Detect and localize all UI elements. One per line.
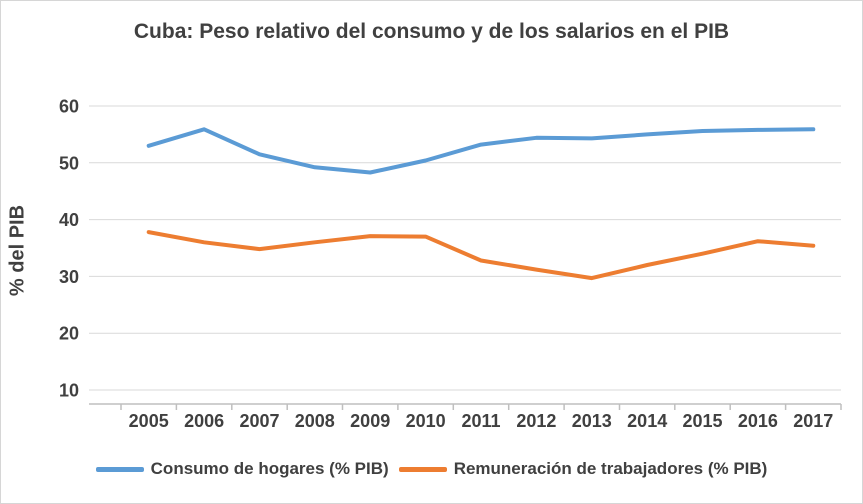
y-tick-label: 60 bbox=[59, 97, 79, 117]
chart-title: Cuba: Peso relativo del consumo y de los… bbox=[133, 20, 730, 43]
x-tick-label: 2014 bbox=[627, 411, 667, 431]
x-tick-label: 2011 bbox=[461, 411, 500, 431]
legend: Consumo de hogares (% PIB) Remuneración d… bbox=[1, 453, 862, 485]
y-tick-label: 20 bbox=[59, 324, 79, 344]
x-tick-label: 2005 bbox=[129, 411, 169, 431]
legend-label: Remuneración de trabajadores (% PIB) bbox=[453, 459, 768, 478]
y-tick-label: 10 bbox=[59, 381, 79, 401]
x-tick-label: 2010 bbox=[406, 411, 446, 431]
x-tick-label: 2009 bbox=[350, 411, 390, 431]
x-tick-label: 2008 bbox=[295, 411, 335, 431]
legend-line-swatch bbox=[95, 466, 144, 472]
y-tick-label: 50 bbox=[59, 153, 79, 173]
y-tick-label: 30 bbox=[59, 267, 79, 287]
legend-line-swatch bbox=[398, 466, 447, 472]
y-tick-label: 40 bbox=[59, 210, 79, 230]
x-tick-label: 2017 bbox=[793, 411, 833, 431]
x-tick-label: 2013 bbox=[572, 411, 612, 431]
x-tick-label: 2006 bbox=[184, 411, 224, 431]
x-tick-label: 2015 bbox=[682, 411, 722, 431]
series-line-remuneracion bbox=[146, 230, 816, 281]
x-tick-label: 2007 bbox=[239, 411, 279, 431]
legend-label: Consumo de hogares (% PIB) bbox=[150, 459, 389, 478]
x-tick-label: 2012 bbox=[516, 411, 556, 431]
series-line-consumo bbox=[146, 127, 816, 175]
legend-item-consumo: Consumo de hogares (% PIB) bbox=[95, 459, 389, 479]
x-tick-label: 2016 bbox=[738, 411, 778, 431]
legend-item-remuneracion: Remuneración de trabajadores (% PIB) bbox=[398, 459, 768, 479]
